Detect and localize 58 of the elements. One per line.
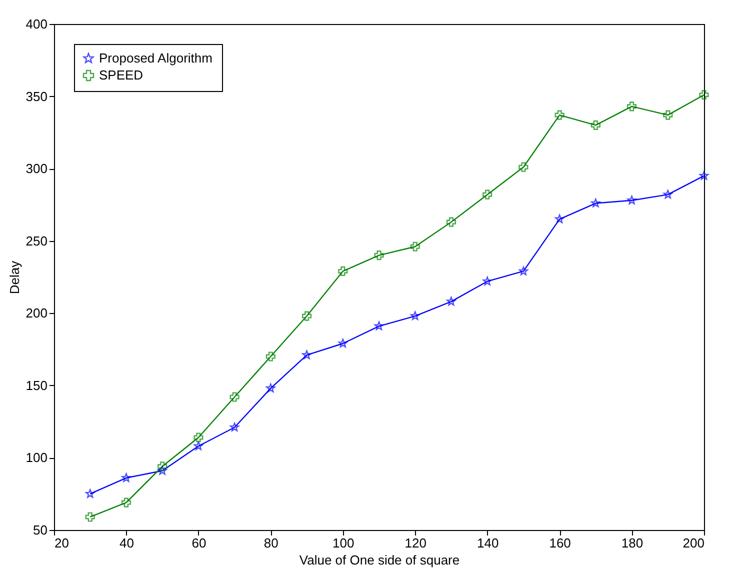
x-tick-label: 20: [54, 536, 69, 550]
point: [266, 384, 276, 392]
y-tick-label: 200: [26, 306, 48, 321]
point: [446, 217, 456, 227]
legend-label: Proposed Algorithm: [99, 50, 212, 66]
y-tick-label: 50: [33, 522, 48, 538]
point: [230, 422, 240, 432]
x-tick-label: 160: [549, 536, 571, 550]
point: [266, 352, 276, 362]
y-tick-label: 150: [26, 378, 48, 393]
x-tick-label: 80: [264, 536, 278, 550]
y-tick-label: 400: [26, 16, 48, 32]
y-tick-label: 100: [26, 450, 48, 466]
point: [122, 473, 131, 482]
point: [338, 266, 348, 276]
x-axis-title: Value of One side of square: [299, 552, 460, 568]
point: [554, 110, 564, 120]
point: [85, 512, 95, 522]
point: [663, 190, 672, 199]
point: [554, 214, 564, 224]
point: [194, 441, 204, 450]
x-tick-label: 200: [682, 536, 704, 550]
point: [230, 392, 240, 402]
point: [86, 489, 95, 498]
point: [446, 296, 456, 306]
point: [482, 276, 492, 286]
point: [302, 350, 312, 360]
point: [410, 311, 420, 320]
point: [302, 311, 312, 321]
point: [158, 466, 167, 475]
point: [158, 462, 168, 472]
x-tick-label: 100: [332, 536, 354, 550]
point: [626, 102, 637, 112]
y-tick-label: 300: [26, 161, 48, 176]
x-tick-label: 140: [476, 536, 499, 550]
y-tick-label: 350: [26, 88, 48, 104]
y-tick-label: 250: [26, 233, 48, 248]
point: [338, 338, 348, 348]
point: [627, 196, 636, 204]
point: [374, 250, 384, 260]
point: [482, 190, 492, 200]
x-tick-label: 60: [192, 536, 206, 550]
point: [410, 242, 420, 252]
point: [591, 198, 600, 208]
y-axis-title: Delay: [6, 260, 22, 294]
x-tick-label: 40: [119, 536, 134, 550]
point: [590, 120, 600, 130]
point: [518, 162, 528, 172]
point: [518, 266, 528, 276]
x-tick-label: 180: [621, 536, 644, 550]
point: [663, 110, 673, 120]
point: [121, 498, 132, 508]
point: [699, 171, 709, 180]
point: [374, 321, 384, 330]
point: [194, 432, 204, 442]
point: [699, 90, 709, 100]
x-tick-label: 120: [404, 536, 426, 550]
legend-label: SPEED: [99, 68, 144, 82]
